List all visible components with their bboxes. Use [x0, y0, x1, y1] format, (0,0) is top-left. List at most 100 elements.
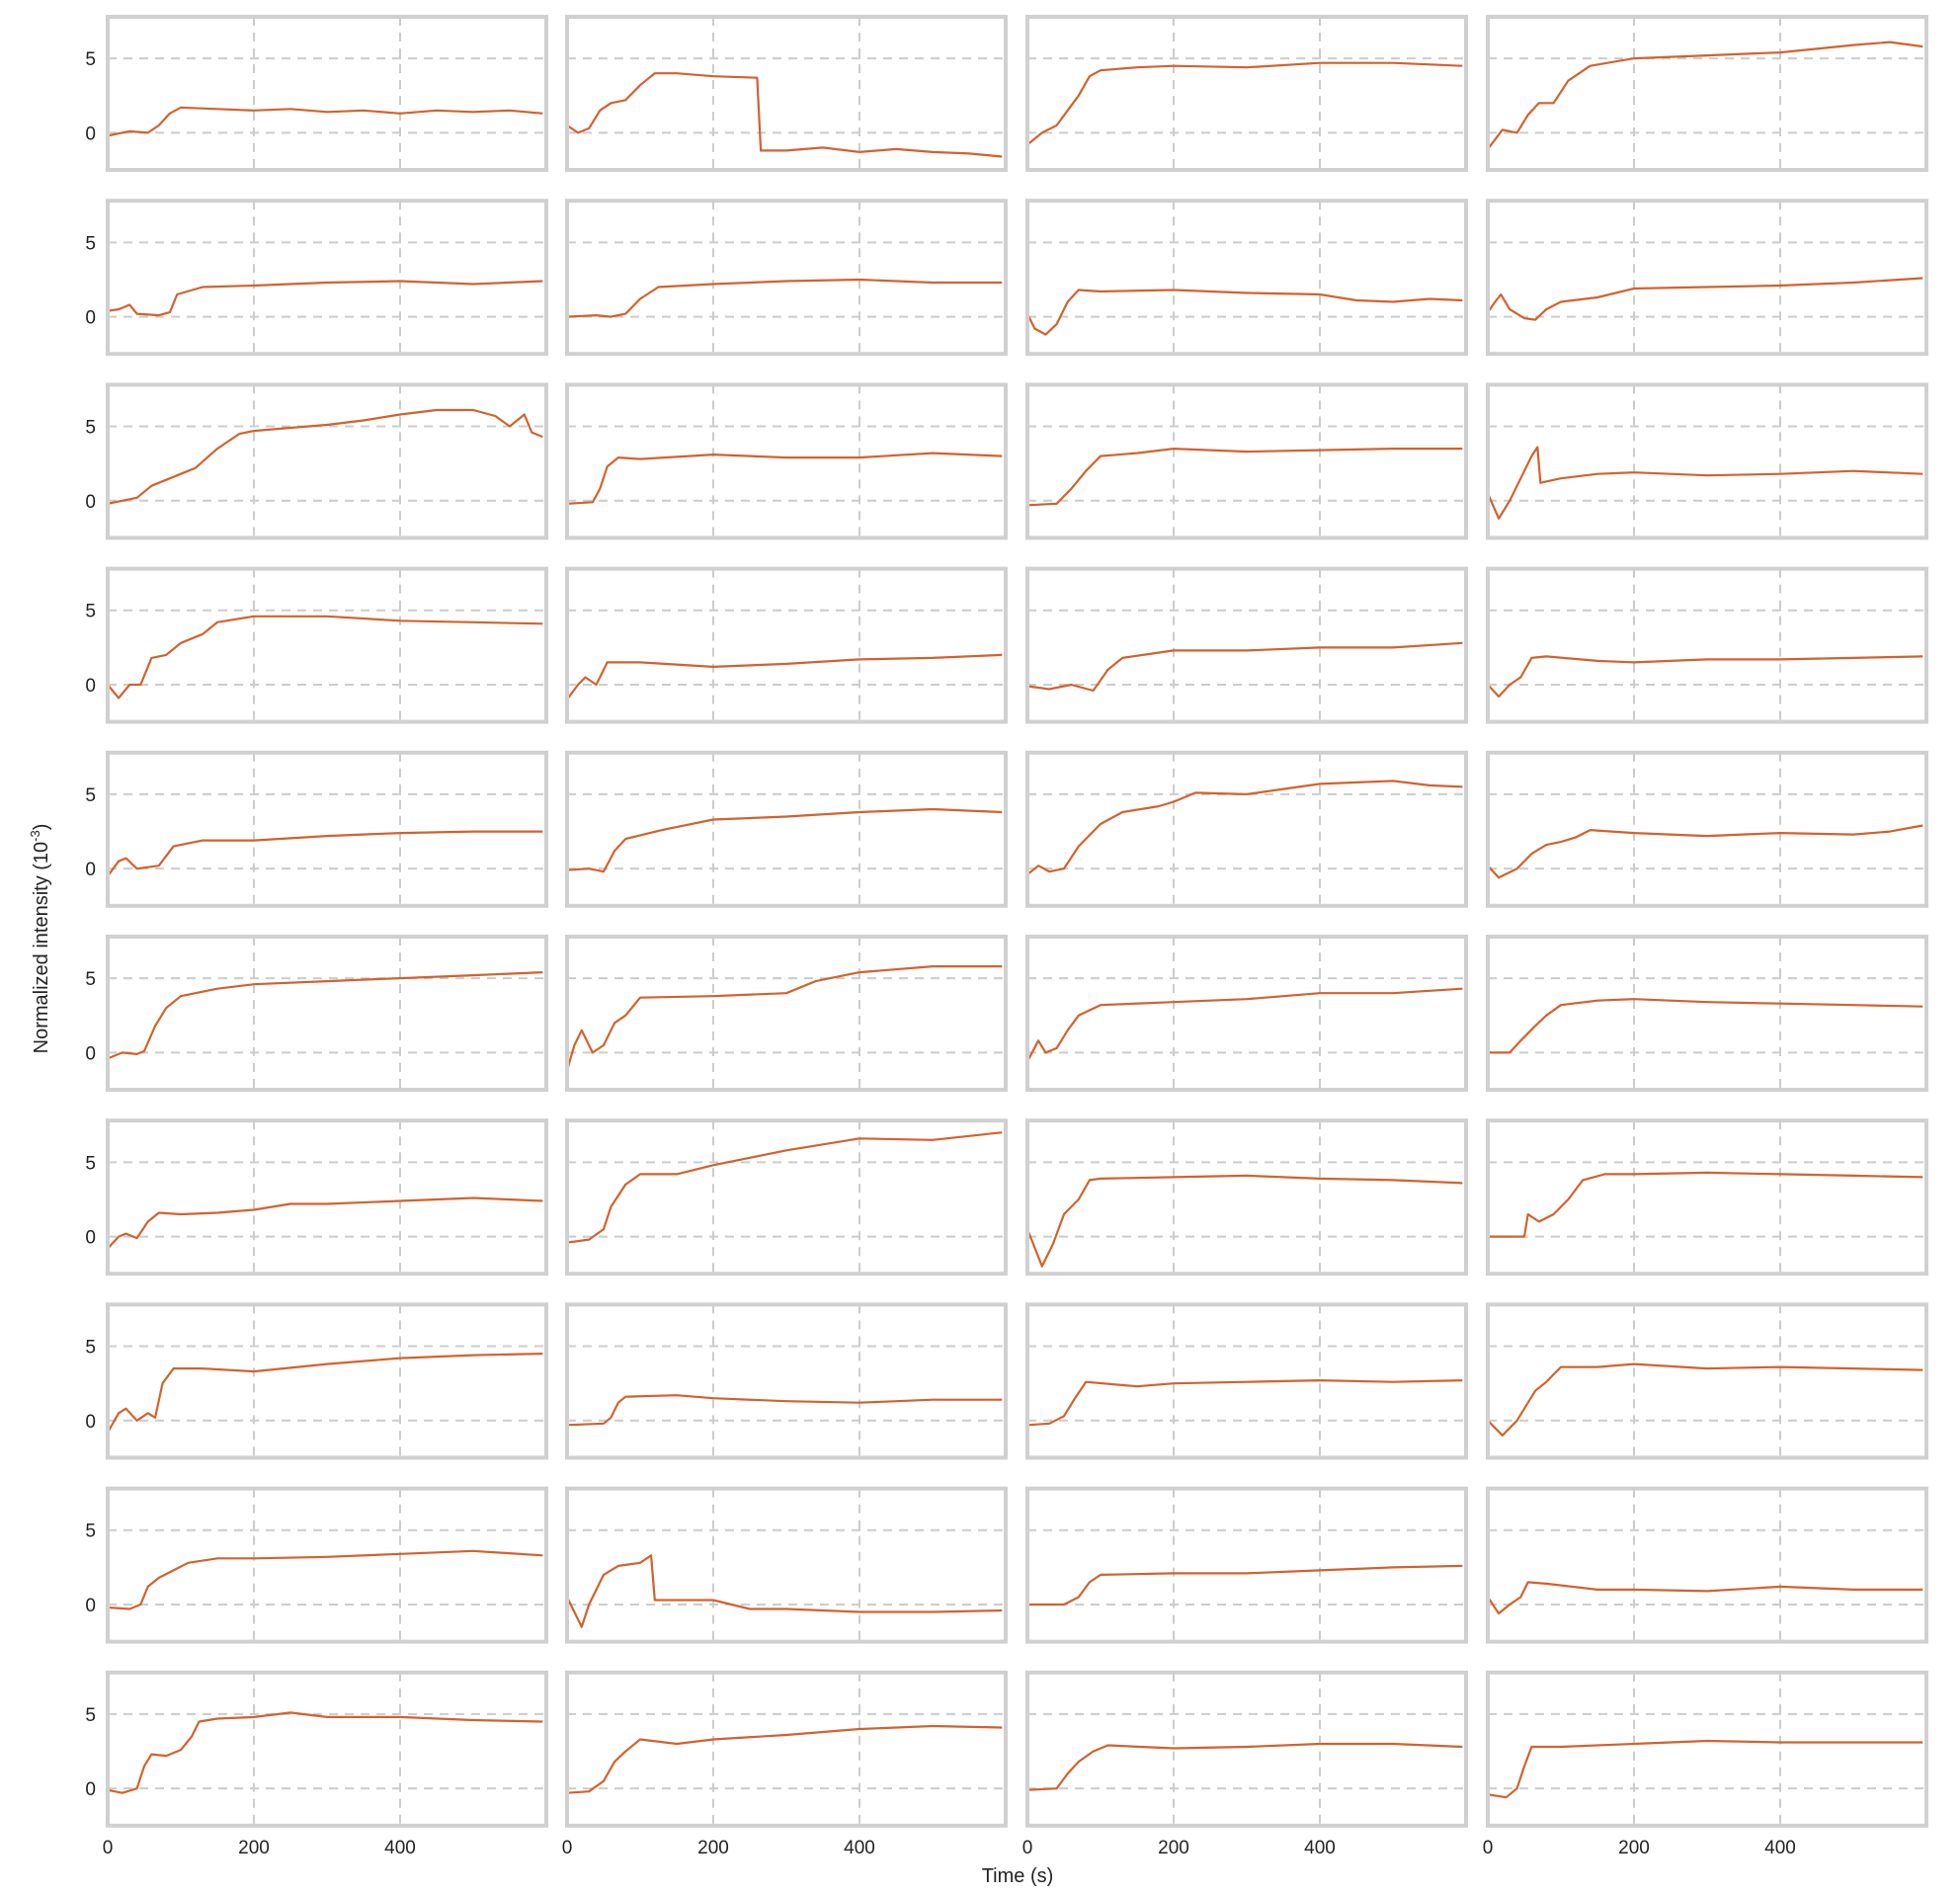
series-line — [108, 1196, 543, 1250]
series-line — [1027, 1564, 1463, 1607]
y-tick-label: 5 — [85, 1153, 96, 1174]
y-axis-label-sup: -3 — [28, 830, 42, 842]
y-tick-label: 0 — [85, 1596, 96, 1616]
series-line — [1027, 1379, 1463, 1427]
series-line — [108, 1353, 543, 1434]
y-tick-label: 0 — [85, 492, 96, 513]
panel-r4-c2 — [565, 566, 1008, 724]
series-line — [1488, 446, 1923, 520]
panel-r6-c3 — [1025, 935, 1468, 1092]
series-line — [1027, 61, 1463, 146]
panel-r9-c2 — [565, 1486, 1008, 1644]
panel-frame — [565, 382, 1008, 540]
y-axis-label-main: Normalized intensity (10 — [31, 842, 52, 1054]
x-tick-label: 400 — [384, 1838, 416, 1858]
panel-r7-c2 — [565, 1118, 1008, 1277]
panel-r4-c3 — [1025, 566, 1468, 724]
panel-frame — [106, 1302, 548, 1460]
panel-frame — [1486, 1670, 1928, 1828]
panel-r7-c1 — [106, 1118, 548, 1277]
x-tick-label: 200 — [697, 1838, 729, 1858]
panel-frame — [1486, 15, 1928, 172]
panel-r6-c1 — [106, 935, 548, 1092]
x-tick-label: 400 — [1764, 1838, 1796, 1858]
panel-r3-c2 — [565, 382, 1008, 540]
series-line — [1488, 1362, 1923, 1437]
series-line — [108, 408, 543, 505]
panel-frame — [106, 1118, 548, 1277]
y-tick-label: 5 — [85, 1338, 96, 1359]
panel-r4-c1 — [106, 566, 548, 724]
panel-r2-c2 — [565, 199, 1008, 357]
panel-r7-c3 — [1025, 1118, 1468, 1277]
panel-r3-c4 — [1486, 382, 1928, 540]
x-axis-label: Time (s) — [982, 1865, 1054, 1887]
panel-r6-c2 — [565, 935, 1008, 1092]
y-tick-label: 0 — [85, 124, 96, 144]
panel-frame — [106, 15, 548, 172]
series-line — [1488, 41, 1923, 150]
series-line — [1027, 448, 1463, 507]
panel-frame — [1486, 935, 1928, 1092]
panel-r10-c3 — [1025, 1670, 1468, 1828]
panel-r3-c3 — [1025, 382, 1468, 540]
series-line — [108, 971, 543, 1060]
panel-r8-c2 — [565, 1302, 1008, 1460]
series-line — [567, 1131, 1003, 1244]
panel-frame — [1486, 1302, 1928, 1460]
ticks-group: 0 5 0 5 0 5 0 5 0 5 0 5 0 5 0 5 0 5 0 5 0 200 400 0 200 400 0 200 40… — [85, 49, 1795, 1858]
panel-frame — [565, 15, 1008, 172]
y-tick-label: 5 — [85, 418, 96, 439]
panel-r3-c1 — [106, 382, 548, 540]
panel-frame — [565, 935, 1008, 1092]
y-tick-label: 5 — [85, 49, 96, 70]
panel-frame — [1486, 199, 1928, 357]
x-tick-label: 0 — [103, 1838, 114, 1858]
series-line — [108, 106, 543, 137]
panel-frame — [1025, 1118, 1468, 1277]
y-tick-label: 0 — [85, 860, 96, 880]
series-line — [567, 965, 1003, 1071]
panel-r9-c4 — [1486, 1486, 1928, 1644]
series-line — [567, 1724, 1003, 1794]
panel-frame — [106, 1670, 548, 1828]
series-line — [108, 830, 543, 877]
y-tick-label: 5 — [85, 785, 96, 806]
series-line — [567, 1394, 1003, 1427]
panel-frame — [1025, 382, 1468, 540]
series-line — [1488, 998, 1923, 1054]
panel-frame — [1025, 566, 1468, 724]
panel-frame — [1486, 750, 1928, 908]
x-tick-label: 0 — [562, 1838, 573, 1858]
y-axis-label: Normalized intensity (10-3) — [28, 824, 52, 1054]
series-line — [108, 1549, 543, 1610]
y-tick-label: 0 — [85, 308, 96, 329]
series-line — [1027, 289, 1463, 336]
panels-group — [106, 15, 1928, 1828]
y-tick-label: 5 — [85, 969, 96, 990]
x-tick-label: 400 — [1304, 1838, 1336, 1858]
series-line — [108, 1711, 543, 1794]
panel-r2-c1 — [106, 199, 548, 357]
panel-frame — [1025, 199, 1468, 357]
panel-frame — [565, 750, 1008, 908]
y-tick-label: 5 — [85, 233, 96, 254]
series-line — [108, 280, 543, 317]
series-line — [1488, 655, 1923, 699]
panel-frame — [106, 750, 548, 908]
panel-r2-c3 — [1025, 199, 1468, 357]
y-tick-label: 0 — [85, 1228, 96, 1249]
panel-r4-c4 — [1486, 566, 1928, 724]
y-tick-label: 0 — [85, 676, 96, 697]
panel-frame — [106, 935, 548, 1092]
panel-frame — [106, 199, 548, 357]
panel-frame — [1025, 750, 1468, 908]
series-line — [567, 452, 1003, 505]
series-line — [567, 807, 1003, 873]
panel-r8-c4 — [1486, 1302, 1928, 1460]
panel-r1-c2 — [565, 15, 1008, 172]
panel-frame — [1486, 1118, 1928, 1277]
panel-r8-c1 — [106, 1302, 548, 1460]
series-line — [1027, 1174, 1463, 1268]
y-tick-label: 0 — [85, 1412, 96, 1433]
